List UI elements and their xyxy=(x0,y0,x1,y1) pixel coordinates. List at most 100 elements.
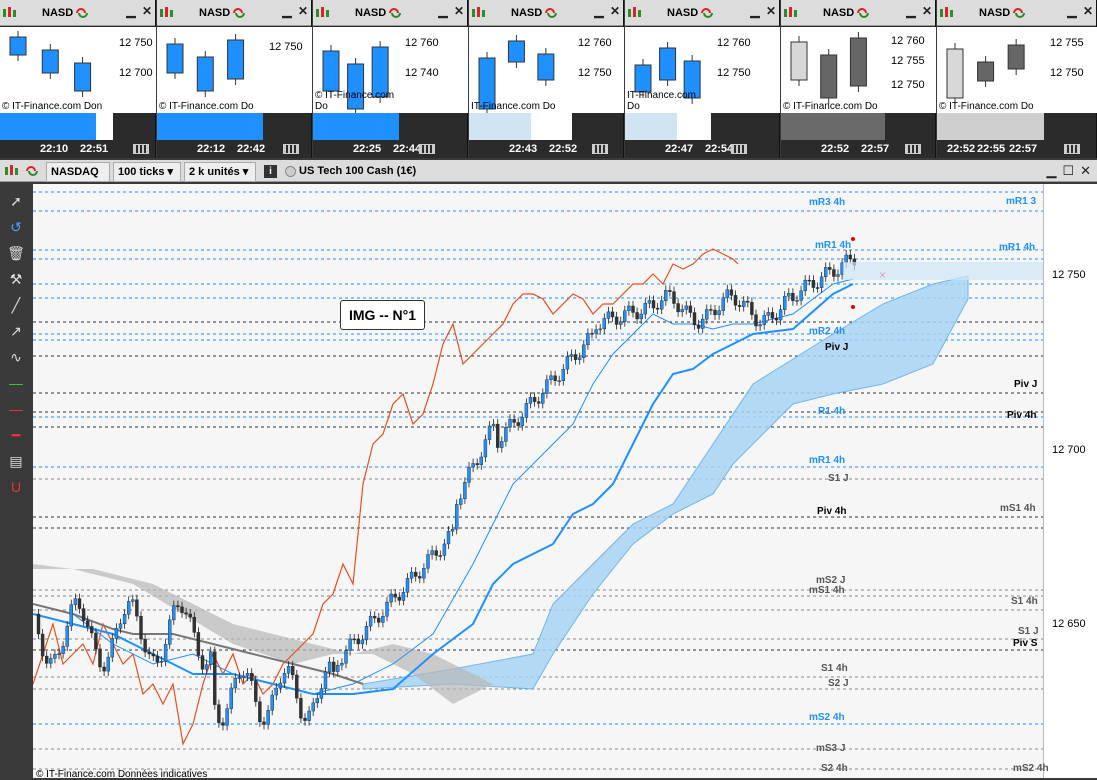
mini-plot[interactable]: IT-Finance.com Do xyxy=(469,27,572,115)
mini-candle xyxy=(227,39,245,80)
candle xyxy=(578,357,582,360)
candle xyxy=(114,628,119,639)
candle xyxy=(606,311,611,319)
grid-icon[interactable] xyxy=(731,144,747,154)
main-chart[interactable]: × xyxy=(33,184,1043,778)
candle xyxy=(319,688,324,699)
mini-symbol: NASD xyxy=(199,6,231,19)
mini-plot[interactable]: IT-Finance.com Do xyxy=(625,27,711,113)
mini-plot[interactable]: © IT-Finance.com Do xyxy=(157,27,263,113)
arrow-icon[interactable]: ↗ xyxy=(10,323,22,339)
grid-icon[interactable] xyxy=(1064,144,1080,154)
minimize-button[interactable]: ▁ xyxy=(1067,4,1077,18)
minimize-button[interactable]: ▁ xyxy=(906,4,916,18)
minimize-button[interactable]: ▁ xyxy=(1046,163,1057,178)
candle xyxy=(742,300,746,307)
minimize-button[interactable]: ▁ xyxy=(126,4,136,18)
mini-chart-window[interactable]: NASD ▁ ✕ © IT-Finance.com Do 12 760 12 740 22:… xyxy=(313,0,468,158)
mini-plot[interactable]: © IT-Finance.com Do xyxy=(781,27,885,113)
mini-candle xyxy=(659,47,677,81)
link-icon[interactable] xyxy=(856,6,870,20)
candle xyxy=(49,658,53,664)
close-button[interactable]: ✕ xyxy=(921,4,933,18)
close-button[interactable]: ✕ xyxy=(297,4,309,18)
minimize-button[interactable]: ▁ xyxy=(594,4,604,18)
candle xyxy=(696,324,701,329)
link-icon[interactable] xyxy=(24,164,40,178)
mini-chart-window[interactable]: NASD ▁ ✕ © IT-Finance.com Do 12 760 12 755 12 … xyxy=(781,0,936,158)
maximize-button[interactable]: ☐ xyxy=(1062,163,1075,178)
info-icon[interactable]: i xyxy=(264,165,277,178)
line-icon[interactable]: ╱ xyxy=(11,297,21,313)
ruler-icon[interactable]: ▤ xyxy=(9,453,23,469)
link-icon[interactable] xyxy=(388,6,402,20)
mini-time-axis: 22:47 22:54 xyxy=(625,140,779,158)
link-icon[interactable] xyxy=(232,6,246,20)
lagging-span-line xyxy=(33,248,739,746)
app-icon xyxy=(316,6,329,17)
node-icon[interactable]: ∿ xyxy=(10,349,22,365)
grid-icon[interactable] xyxy=(592,144,608,154)
red-hline-icon[interactable]: ━ xyxy=(11,427,21,443)
instrument-radio[interactable] xyxy=(285,166,296,177)
minimize-button[interactable]: ▁ xyxy=(438,4,448,18)
level-label: S2 4h xyxy=(821,763,848,774)
mini-progress-bar xyxy=(0,113,113,140)
link-icon[interactable] xyxy=(1012,6,1026,20)
minimize-button[interactable]: ▁ xyxy=(282,4,292,18)
mini-axis-label: 12 760 xyxy=(891,35,925,47)
mini-credit: IT-Finance.com Do xyxy=(471,101,556,112)
mini-chart-window[interactable]: NASD ▁ ✕ © IT-Finance.com Do 12 750 22:12 22:4… xyxy=(157,0,312,158)
candle xyxy=(53,654,57,659)
mini-plot[interactable]: © IT-Finance.com Do xyxy=(313,27,399,115)
link-icon[interactable] xyxy=(544,6,558,20)
mini-plot[interactable]: © IT-Finance.com Do xyxy=(937,27,1044,113)
red-line-icon[interactable]: — xyxy=(9,401,23,417)
grid-icon[interactable] xyxy=(905,144,921,154)
mini-progress-bar xyxy=(469,113,572,140)
close-button[interactable]: ✕ xyxy=(765,4,777,18)
mini-time-axis: 22:43 22:52 xyxy=(469,140,623,158)
close-button[interactable]: ✕ xyxy=(453,4,465,18)
magnet-icon[interactable]: U xyxy=(10,479,22,495)
undo-icon[interactable]: ↺ xyxy=(10,219,22,235)
candle xyxy=(368,616,373,627)
img-annotation[interactable]: IMG -- N°1 xyxy=(340,300,425,330)
mini-time-label: 22:42 xyxy=(237,143,266,155)
ticks-select[interactable]: 100 ticks ▾ xyxy=(113,162,181,182)
candle xyxy=(393,593,397,598)
close-button[interactable]: ✕ xyxy=(1082,4,1094,18)
candle xyxy=(754,314,758,327)
candle xyxy=(721,297,725,311)
green-line-icon[interactable]: — xyxy=(9,375,23,391)
candle xyxy=(422,567,426,579)
chart-canvas[interactable]: × xyxy=(33,184,1043,778)
grid-icon[interactable] xyxy=(419,144,435,154)
mini-chart-window[interactable]: NASD ▁ ✕ IT-Finance.com Do 12 760 12 750 22:47… xyxy=(625,0,780,158)
grid-icon[interactable] xyxy=(283,144,299,154)
close-button[interactable]: ✕ xyxy=(609,4,621,18)
grid-icon[interactable] xyxy=(133,144,149,154)
candle xyxy=(811,280,816,288)
symbol-select[interactable]: NASDAQ ▾ xyxy=(46,162,110,196)
close-button[interactable]: ✕ xyxy=(141,4,153,18)
mini-chart-window[interactable]: NASD ▁ ✕ IT-Finance.com Do 12 760 12 750 22:43… xyxy=(469,0,624,158)
candle xyxy=(729,289,734,296)
mini-plot[interactable]: © IT-Finance.com Don xyxy=(0,27,113,113)
candle xyxy=(504,427,508,442)
link-icon[interactable] xyxy=(700,6,714,20)
tools-icon[interactable]: ⚒ xyxy=(9,271,23,287)
link-icon[interactable] xyxy=(75,6,89,20)
candle xyxy=(200,655,205,670)
candle xyxy=(828,267,832,270)
level-label: mS1 4h xyxy=(1000,503,1036,514)
mini-chart-window[interactable]: NASD ▁ ✕ © IT-Finance.com Don 12 750 12 700 22… xyxy=(0,0,156,158)
close-button[interactable]: ✕ xyxy=(1080,163,1091,178)
price-axis[interactable]: 12 750 12 700 12 650 xyxy=(1043,184,1097,778)
mini-chart-window[interactable]: NASD ▁ ✕ © IT-Finance.com Do 12 755 12 750 22:… xyxy=(937,0,1097,158)
mini-candle xyxy=(820,54,838,99)
pointer-icon[interactable]: ➚ xyxy=(10,193,22,209)
trash-icon[interactable]: 🗑 xyxy=(7,245,25,261)
minimize-button[interactable]: ▁ xyxy=(750,4,760,18)
units-select[interactable]: 2 k unités ▾ xyxy=(184,162,256,182)
